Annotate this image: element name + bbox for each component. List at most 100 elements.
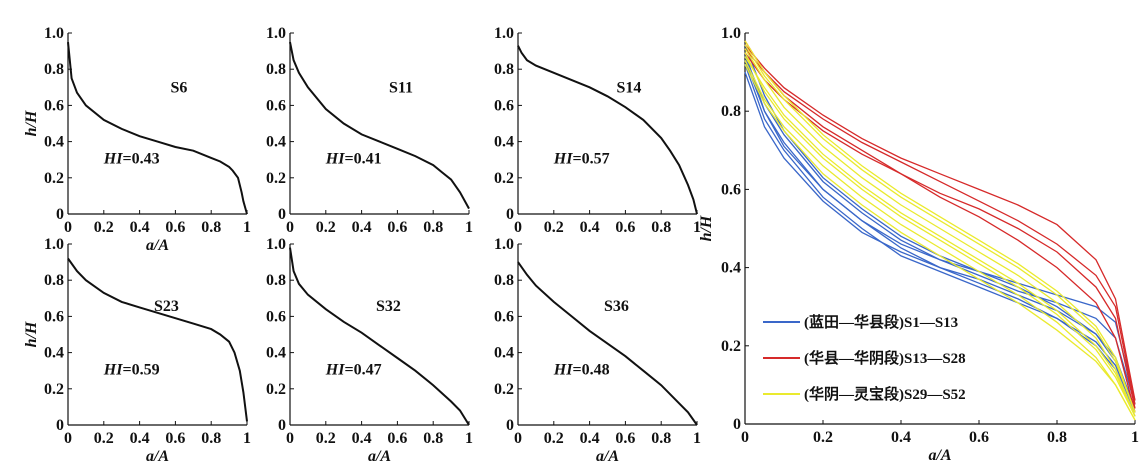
x-axis-label: a/A [146, 237, 169, 254]
y-tick-label: 0.4 [44, 134, 64, 151]
hi-equals: = [344, 361, 353, 378]
x-tick-label: 0.2 [813, 429, 833, 446]
y-tick-label: 0 [506, 417, 514, 434]
y-tick-label: 0.6 [494, 97, 514, 114]
x-tick-label: 0.4 [130, 219, 150, 236]
y-tick-label: 0.8 [494, 61, 514, 78]
y-tick-label: 0 [506, 206, 514, 223]
y-axis-label: h/H [23, 321, 40, 347]
x-tick-label: 1 [465, 219, 473, 236]
x-tick-label: 0 [286, 219, 294, 236]
x-tick-label: 0.2 [316, 430, 336, 447]
x-tick-label: 0.6 [615, 219, 635, 236]
curve-group-2-0 [744, 52, 1136, 417]
x-tick-label: 1 [465, 430, 473, 447]
y-tick-label: 0.4 [266, 134, 286, 151]
hi-annotation: HI=0.59 [103, 361, 160, 378]
x-tick-label: 0.8 [201, 430, 221, 447]
y-tick-label: 0 [733, 416, 741, 433]
hi-equals: = [572, 361, 581, 378]
curve-group-0-5 [744, 60, 1136, 401]
x-tick-label: 1 [243, 430, 251, 447]
y-tick-label: 0.4 [44, 345, 64, 362]
x-axis-label: a/A [596, 448, 619, 465]
y-tick-label: 1.0 [44, 236, 64, 253]
panel-S32: 0 0.2 0.4 0.6 0.8 1 0 0.2 0.4 0.6 0.8 1.0 S32 HI=0.47 [266, 236, 473, 447]
y-tick-label: 1.0 [721, 25, 741, 42]
legend: (蓝田—华县段)S1—S13 (华县—华阴段)S13—S28 (华阴—灵宝段)S29… [763, 313, 966, 403]
y-tick-label: 0.2 [266, 170, 286, 187]
hi-value: 0.48 [582, 361, 610, 378]
hi-prefix: HI [325, 150, 345, 167]
legend-label: (华阴—灵宝段)S29—S52 [804, 385, 966, 403]
y-tick-label: 0.2 [266, 381, 286, 398]
x-tick-label: 0.4 [352, 219, 372, 236]
x-tick-label: 0.4 [130, 430, 150, 447]
y-tick-label: 0.6 [266, 97, 286, 114]
panel-label: S23 [154, 298, 179, 315]
x-tick-label: 0.4 [352, 430, 372, 447]
y-axis-label: h/H [23, 110, 40, 136]
y-axis-label: h/H [698, 215, 715, 241]
hi-value: 0.41 [354, 150, 382, 167]
y-tick-label: 1.0 [494, 25, 514, 42]
y-tick-label: 0.8 [44, 61, 64, 78]
x-axis-label: a/A [928, 447, 951, 464]
x-axis-label: a/A [146, 448, 169, 465]
hi-value: 0.59 [132, 361, 160, 378]
x-axis-label: a/A [368, 448, 391, 465]
curve-group-0-0 [744, 64, 1136, 413]
y-tick-label: 0.4 [266, 345, 286, 362]
curve-S14 [517, 45, 698, 215]
legend-label: (蓝田—华县段)S1—S13 [804, 313, 958, 331]
curve-group-2-1 [744, 48, 1136, 417]
y-tick-label: 0 [56, 417, 64, 434]
hi-prefix: HI [553, 150, 573, 167]
curve-group-2-3 [744, 44, 1136, 413]
y-tick-label: 0.8 [266, 61, 286, 78]
x-tick-label: 0.6 [615, 430, 635, 447]
x-tick-label: 0.4 [580, 219, 600, 236]
x-tick-label: 0 [64, 219, 72, 236]
legend-label: (华县—华阴段)S13—S28 [804, 349, 966, 367]
x-tick-label: 0.2 [544, 430, 564, 447]
y-tick-label: 0.2 [44, 381, 64, 398]
hi-annotation: HI=0.57 [553, 150, 610, 167]
panel-label: S6 [171, 80, 188, 97]
hi-annotation: HI=0.41 [325, 150, 382, 167]
y-axis-label: h/H [698, 215, 715, 241]
x-tick-label: 1 [1131, 429, 1139, 446]
x-tick-label: 0 [64, 430, 72, 447]
x-axis-label: a/A [146, 448, 169, 465]
y-tick-label: 0.4 [494, 345, 514, 362]
x-tick-label: 1 [693, 219, 701, 236]
y-tick-label: 0.6 [266, 308, 286, 325]
x-tick-label: 0.2 [316, 219, 336, 236]
y-tick-label: 1.0 [266, 25, 286, 42]
x-tick-label: 0.4 [580, 430, 600, 447]
x-tick-label: 0.6 [387, 219, 407, 236]
panel-S23: 0 0.2 0.4 0.6 0.8 1 0 0.2 0.4 0.6 0.8 1.0 S23 HI=0.59 [44, 236, 251, 447]
panel-S14: 0 0.2 0.4 0.6 0.8 1 0 0.2 0.4 0.6 0.8 1.0 S14 HI=0.57 [494, 25, 701, 236]
panel-S36: 0 0.2 0.4 0.6 0.8 1 0 0.2 0.4 0.6 0.8 1.0 S36 HI=0.48 [494, 236, 701, 447]
hi-prefix: HI [325, 361, 345, 378]
x-tick-label: 0.8 [423, 430, 443, 447]
x-tick-label: 0.6 [165, 219, 185, 236]
x-axis-label: a/A [368, 448, 391, 465]
curve-S36 [517, 261, 698, 426]
hi-value: 0.57 [582, 150, 610, 167]
y-tick-label: 0 [278, 206, 286, 223]
y-tick-label: 0.2 [494, 170, 514, 187]
x-tick-label: 0.8 [423, 219, 443, 236]
y-tick-label: 0.8 [721, 103, 741, 120]
panel-label: S14 [617, 80, 642, 97]
hi-value: 0.47 [354, 361, 382, 378]
y-tick-label: 1.0 [494, 236, 514, 253]
y-tick-label: 0.8 [44, 272, 64, 289]
x-tick-label: 0.2 [94, 430, 114, 447]
curve-group-2-2 [744, 60, 1136, 421]
x-tick-label: 0 [514, 430, 522, 447]
y-tick-label: 0.2 [721, 338, 741, 355]
x-tick-label: 0.6 [165, 430, 185, 447]
